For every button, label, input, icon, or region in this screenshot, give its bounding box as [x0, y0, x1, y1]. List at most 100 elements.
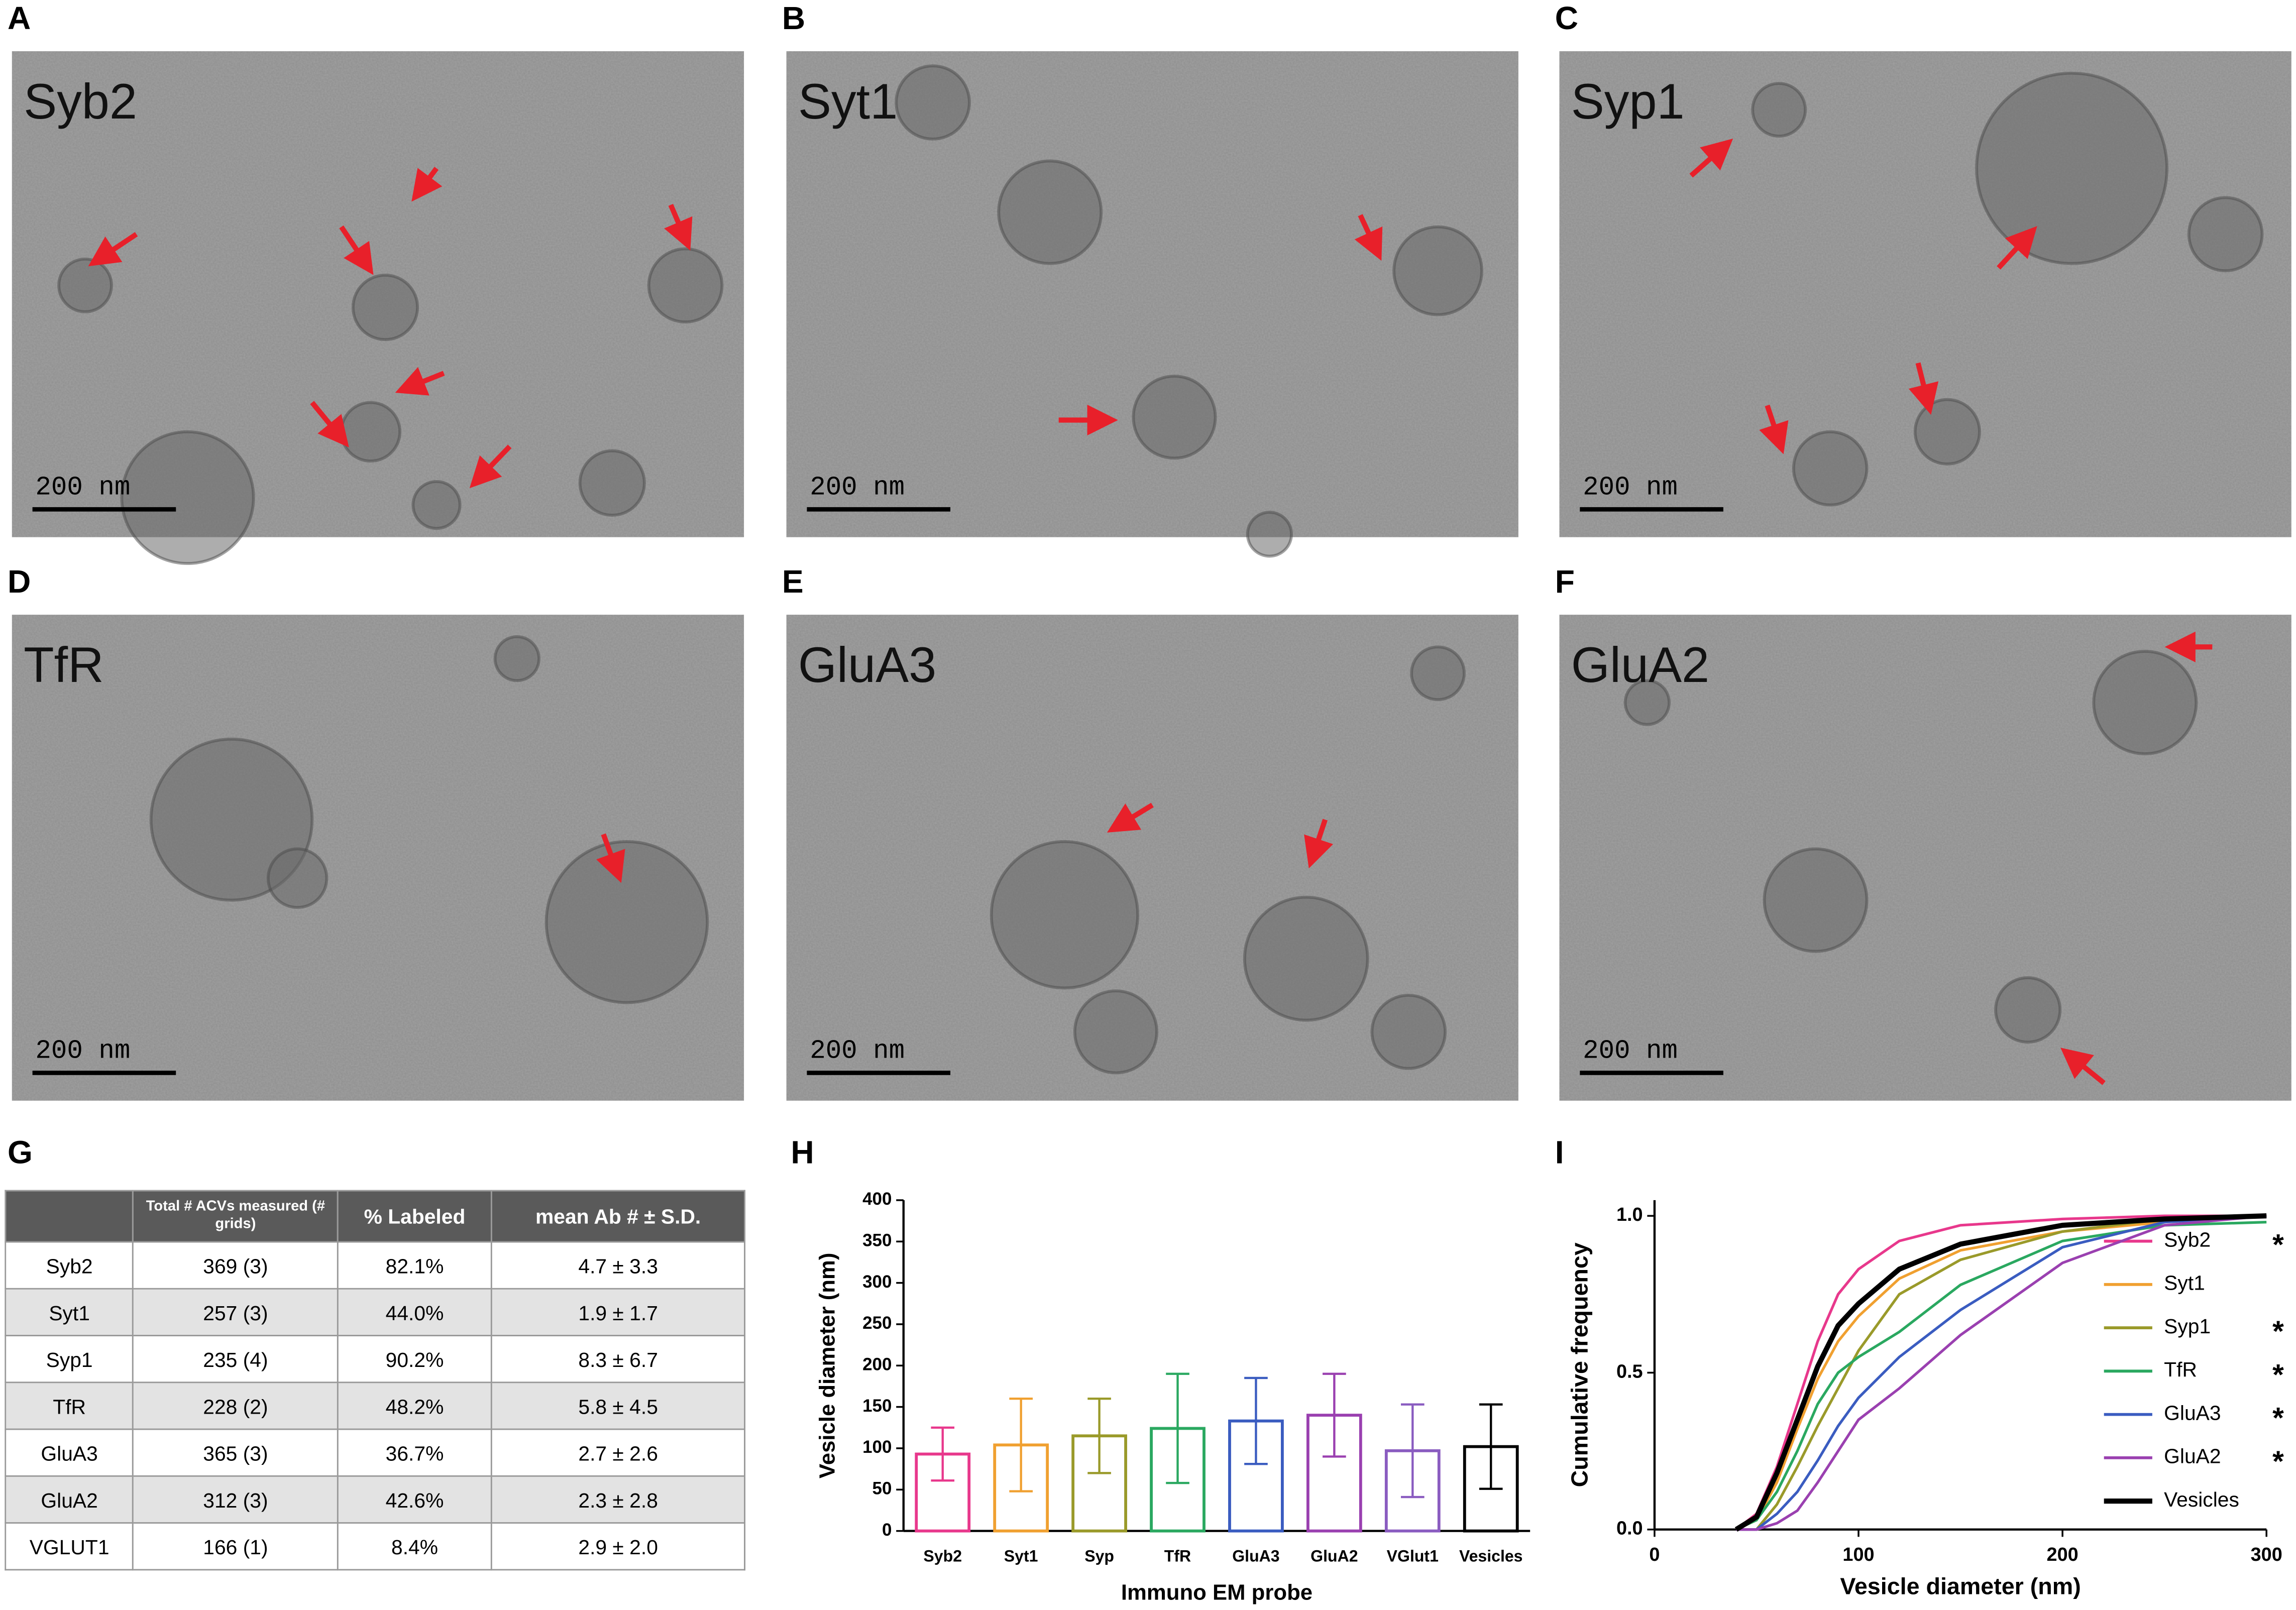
table-cell: 2.3 ± 2.8 — [491, 1475, 745, 1524]
em-particle — [1392, 225, 1483, 316]
em-particle — [411, 480, 462, 530]
y-tick-label: 300 — [862, 1272, 892, 1292]
panel-letter: I — [1555, 1134, 1564, 1171]
significance-mark: * — [2272, 1358, 2284, 1391]
arrow — [339, 225, 374, 275]
series-line — [1736, 1214, 2267, 1531]
arrow — [1107, 802, 1154, 833]
table-cell: 90.2% — [337, 1335, 493, 1384]
em-particle — [1243, 895, 1369, 1022]
em-texture — [786, 51, 1518, 537]
em-particle — [1763, 847, 1869, 953]
x-tick-label: GluA3 — [1232, 1547, 1279, 1565]
table-cell: 44.0% — [337, 1288, 493, 1336]
arrow — [469, 444, 512, 489]
legend-label: Syt1 — [2164, 1272, 2205, 1295]
y-axis-title: Vesicle diameter (nm) — [815, 1253, 840, 1478]
scale-label: 200 nm — [35, 1036, 130, 1066]
legend-label: Vesicles — [2164, 1488, 2239, 1511]
em-particle — [578, 449, 646, 517]
arrow — [88, 232, 138, 267]
em-particle — [1370, 993, 1447, 1070]
table-cell: 2.9 ± 2.0 — [491, 1522, 745, 1571]
y-tick-label: 0.0 — [1616, 1518, 1643, 1539]
legend-label: Syp1 — [2164, 1315, 2211, 1338]
y-tick-label: 0 — [882, 1520, 892, 1540]
x-tick-label: GluA2 — [1310, 1547, 1358, 1565]
significance-mark: * — [2272, 1402, 2284, 1435]
em-particle — [544, 840, 709, 1004]
x-tick-label: TfR — [1164, 1547, 1191, 1565]
table-header-row: Total # ACVs measured (# grids)% Labeled… — [5, 1190, 745, 1243]
y-tick-label: 50 — [872, 1479, 892, 1499]
table-header-cell: Total # ACVs measured (# grids) — [133, 1190, 339, 1243]
table-cell: 5.8 ± 4.5 — [491, 1382, 745, 1430]
table-cell: 312 (3) — [133, 1475, 339, 1524]
panel-label: GluA3 — [798, 637, 936, 693]
y-tick-label: 400 — [862, 1189, 892, 1209]
em-particle — [57, 257, 113, 313]
em-particle — [1246, 511, 1293, 558]
scale-label: 200 nm — [810, 472, 905, 502]
y-tick-label: 200 — [862, 1355, 892, 1374]
arrow — [1689, 138, 1733, 178]
x-tick-label: 0 — [1649, 1544, 1660, 1565]
panel-letter: G — [8, 1134, 33, 1171]
em-particle — [120, 430, 255, 565]
table-cell: GluA3 — [5, 1428, 135, 1477]
em-particle — [1073, 989, 1158, 1075]
em-particle — [990, 840, 1140, 990]
em-particle — [266, 847, 329, 909]
significance-mark: * — [2272, 1229, 2284, 1261]
arrow — [411, 167, 443, 202]
em-particle — [1751, 82, 1807, 138]
panel-label: Syp1 — [1571, 73, 1685, 129]
arrow — [1997, 226, 2037, 270]
table-cell: 235 (4) — [133, 1335, 339, 1384]
series-line — [1735, 1221, 2267, 1531]
table-row: VGLUT1 166 (1) 8.4% 2.9 ± 2.0 — [5, 1522, 745, 1571]
em-particle — [997, 159, 1103, 265]
scale-label: 200 nm — [810, 1036, 905, 1066]
table-cell: TfR — [5, 1382, 135, 1430]
table-row: Syt1 257 (3) 44.0% 1.9 ± 1.7 — [5, 1288, 745, 1336]
y-tick-label: 150 — [862, 1396, 892, 1416]
table-row: TfR 228 (2) 48.2% 5.8 ± 4.5 — [5, 1382, 745, 1430]
legend-label: GluA3 — [2164, 1401, 2221, 1424]
em-particle — [1994, 976, 2062, 1044]
arrow — [1304, 819, 1334, 869]
y-tick-label: 1.0 — [1616, 1204, 1643, 1225]
table-row: Syp1 235 (4) 90.2% 8.3 ± 6.7 — [5, 1335, 745, 1384]
panel-letter: E — [782, 563, 804, 600]
legend-label: Syb2 — [2164, 1228, 2211, 1251]
x-axis-title: Immuno EM probe — [1121, 1580, 1313, 1604]
table-cell: 36.7% — [337, 1428, 493, 1477]
table-cell: Syp1 — [5, 1335, 135, 1384]
em-particle — [1975, 71, 2168, 265]
scale-label: 200 nm — [35, 472, 130, 502]
scale-label: 200 nm — [1583, 472, 1678, 502]
x-tick-label: VGlut1 — [1387, 1547, 1439, 1565]
panel-label: GluA2 — [1571, 637, 1709, 693]
em-particle — [2187, 196, 2264, 273]
table-row: GluA2 312 (3) 42.6% 2.3 ± 2.8 — [5, 1475, 745, 1524]
arrow — [395, 367, 445, 396]
table-cell: VGLUT1 — [5, 1522, 135, 1571]
arrow — [1908, 362, 1939, 415]
em-particle — [1792, 430, 1869, 507]
table-container: Total # ACVs measured (# grids)% Labeled… — [5, 1190, 745, 1571]
table-cell: 42.6% — [337, 1475, 493, 1524]
table-cell: 8.3 ± 6.7 — [491, 1335, 745, 1384]
arrow — [1354, 214, 1383, 261]
legend-label: GluA2 — [2164, 1445, 2221, 1468]
arrow — [596, 833, 625, 883]
em-particle — [1623, 679, 1671, 726]
series-line — [1736, 1214, 2267, 1531]
table-cell: GluA2 — [5, 1475, 135, 1524]
scale-label: 200 nm — [1583, 1036, 1678, 1066]
panel-label: Syb2 — [24, 73, 137, 129]
table-body: Total # ACVs measured (# grids)% Labeled… — [5, 1190, 745, 1571]
y-tick-label: 100 — [862, 1437, 892, 1457]
em-particle — [1913, 398, 1981, 466]
